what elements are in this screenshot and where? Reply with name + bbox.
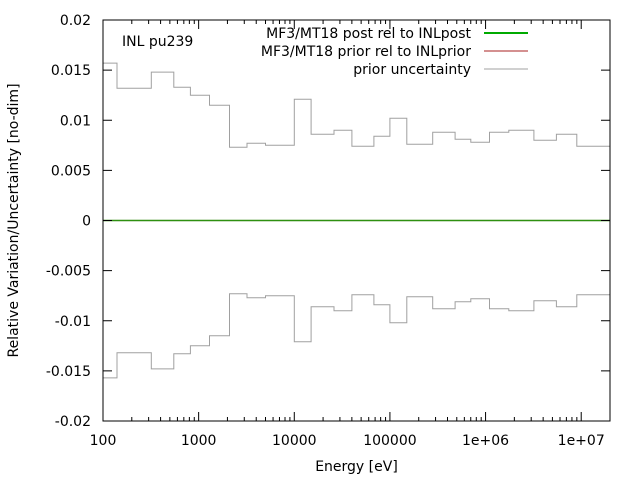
y-tick-label: 0.005: [51, 163, 91, 179]
x-tick-label: 1000: [181, 433, 217, 449]
x-tick-label: 100000: [363, 433, 416, 449]
x-tick-label: 100: [90, 433, 117, 449]
y-tick-label: 0.02: [60, 13, 91, 29]
prior-uncertainty-lower-line: [103, 293, 610, 379]
series-layer: [103, 62, 610, 379]
y-tick-label: 0: [82, 214, 91, 230]
x-axis-label: Energy [eV]: [315, 459, 398, 475]
legend-label: MF3/MT18 post rel to INLpost: [266, 26, 471, 42]
legend-label: MF3/MT18 prior rel to INLprior: [261, 44, 471, 60]
y-tick-label: -0.015: [46, 364, 91, 380]
y-tick-label: 0.015: [51, 63, 91, 79]
y-tick-label: 0.01: [60, 113, 91, 129]
y-axis-label: Relative Variation/Uncertainty [no-dim]: [6, 83, 22, 357]
x-tick-label: 1e+06: [462, 433, 509, 449]
legend-label: prior uncertainty: [353, 62, 471, 78]
y-tick-label: -0.005: [46, 264, 91, 280]
x-tick-label: 10000: [272, 433, 317, 449]
y-tick-label: -0.01: [55, 314, 91, 330]
prior-uncertainty-upper-line: [103, 62, 610, 148]
x-tick-label: 1e+07: [558, 433, 605, 449]
y-tick-label: -0.02: [55, 414, 91, 430]
axis-ticks: 100 1000 10000 100000 1e+06 1e+07 0.02 0.015 0.0…: [46, 13, 610, 449]
legend: MF3/MT18 post rel to INLpost MF3/MT18 pri…: [261, 26, 528, 78]
plot-frame: [102, 19, 611, 422]
chart-annotation: INL pu239: [122, 34, 193, 50]
